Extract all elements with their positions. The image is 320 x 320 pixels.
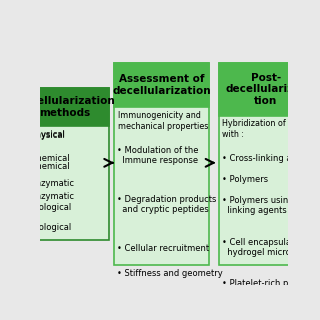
- Text: • Stiffness and geometry: • Stiffness and geometry: [117, 269, 223, 278]
- Text: • Enzymatic: • Enzymatic: [23, 192, 74, 201]
- Bar: [20, 88, 109, 240]
- Text: Decellularization
methods: Decellularization methods: [15, 96, 115, 117]
- Bar: [219, 63, 313, 265]
- Bar: [20, 88, 109, 126]
- Text: Assessment of
decellularization: Assessment of decellularization: [112, 75, 211, 96]
- Text: • Degradation products
  and cryptic peptides: • Degradation products and cryptic pepti…: [117, 195, 217, 214]
- Bar: [115, 63, 209, 265]
- Bar: [115, 63, 209, 108]
- Text: Post-
decellulariza-
tion: Post- decellulariza- tion: [226, 73, 306, 106]
- Text: • Physical: • Physical: [23, 130, 65, 139]
- Text: • Physical: • Physical: [23, 131, 65, 140]
- Text: • Platelet-rich pla...: • Platelet-rich pla...: [221, 279, 303, 288]
- Text: • Cellular recruitment: • Cellular recruitment: [117, 244, 210, 253]
- Text: • Biological: • Biological: [23, 204, 71, 212]
- Text: • Chemical: • Chemical: [23, 162, 70, 171]
- Text: • Polymers using c...
  linking agents: • Polymers using c... linking agents: [221, 196, 308, 215]
- Text: Hybridization of d-
with :: Hybridization of d- with :: [222, 119, 297, 139]
- Text: • Polymers: • Polymers: [221, 175, 268, 184]
- Text: • Chemical: • Chemical: [23, 154, 70, 163]
- Bar: [219, 63, 313, 116]
- Text: • Enzymatic: • Enzymatic: [23, 179, 74, 188]
- Text: • Biological: • Biological: [23, 223, 71, 232]
- Text: • Cell encapsulate...
  hydrogel micropar...: • Cell encapsulate... hydrogel micropar.…: [221, 237, 311, 257]
- Text: • Modulation of the
  Immune response: • Modulation of the Immune response: [117, 146, 199, 165]
- Text: Immunogenicity and
mechanical properties: Immunogenicity and mechanical properties: [118, 111, 209, 131]
- Text: • Cross-linking age...: • Cross-linking age...: [221, 154, 309, 163]
